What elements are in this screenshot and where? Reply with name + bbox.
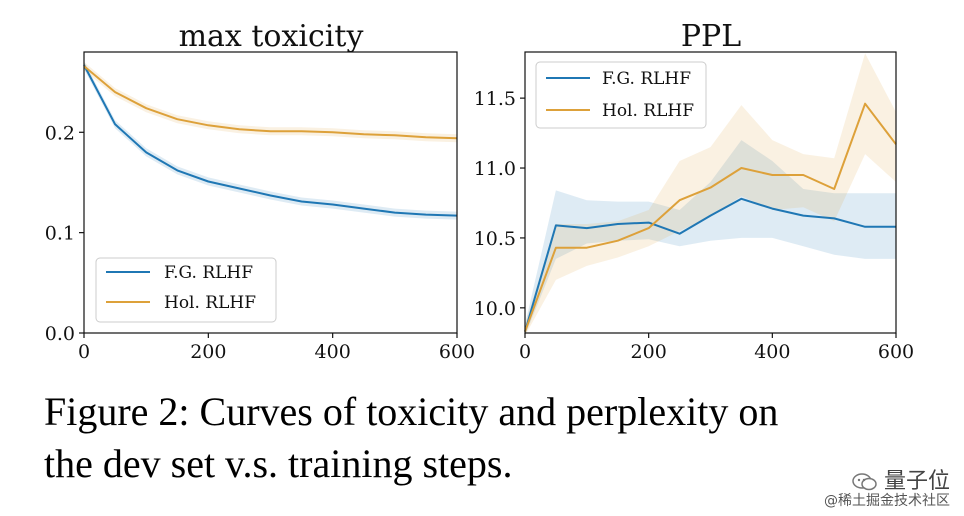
y-tick-label: 0.0: [45, 323, 75, 345]
chart-title: max toxicity: [179, 19, 364, 54]
legend-label-hol: Hol. RLHF: [164, 293, 256, 313]
series-line-0: [83, 64, 458, 217]
series-band-0: [525, 140, 896, 336]
series-lines: [83, 64, 458, 217]
plot-frame: [524, 51, 897, 334]
watermark-site: @稀土掘金技术社区: [824, 493, 950, 509]
legend-label-hol: Hol. RLHF: [602, 101, 694, 121]
y-tick-label: 0.2: [45, 122, 75, 144]
plot-frame: [83, 51, 458, 334]
wechat-icon: [852, 473, 877, 491]
legend: F.G. RLHF Hol. RLHF: [535, 61, 707, 129]
y-tick-label: 0.1: [45, 223, 75, 245]
watermark-brand: 量子位: [824, 469, 950, 494]
x-tick-label: 200: [631, 341, 667, 363]
legend-label-fg: F.G. RLHF: [164, 263, 253, 283]
x-tick-label: 0: [519, 341, 531, 363]
x-tick-label: 600: [439, 341, 475, 363]
chart-title: PPL: [681, 19, 741, 54]
x-tick-label: 0: [78, 341, 90, 363]
series-line-0: [524, 197, 896, 332]
series-band-1: [525, 53, 896, 336]
axis-ticks: 0 200 400 600 10.0 10.5 11.0 11.5: [474, 88, 914, 363]
legend: F.G. RLHF Hol. RLHF: [95, 257, 277, 323]
watermark: 量子位 @稀土掘金技术社区: [824, 469, 950, 510]
y-tick-label: 11.5: [474, 88, 516, 110]
figure: max toxicity 0 200 400 600 0.0 0.1 0.2 F.G. RL…: [45, 19, 914, 363]
caption-line-1: Figure 2: Curves of toxicity and perplex…: [44, 389, 779, 434]
legend-label-fg: F.G. RLHF: [602, 69, 691, 89]
max-toxicity-chart: max toxicity 0 200 400 600 0.0 0.1 0.2 F.G. RL…: [45, 19, 475, 363]
series-line-1: [524, 102, 897, 332]
x-tick-label: 400: [754, 341, 790, 363]
y-tick-label: 10.0: [474, 298, 516, 320]
x-tick-label: 400: [315, 341, 351, 363]
x-tick-label: 200: [190, 341, 226, 363]
confidence-bands: [525, 53, 896, 336]
y-tick-label: 10.5: [474, 228, 516, 250]
y-tick-label: 11.0: [474, 158, 516, 180]
axis-ticks: 0 200 400 600 0.0 0.1 0.2: [45, 122, 475, 363]
x-tick-label: 600: [878, 341, 914, 363]
series-line-1: [83, 65, 458, 140]
ppl-chart: PPL 0 200 400 600 10.0 10.5 11.0 11.5 F.G. RLHF…: [474, 19, 914, 363]
series-lines: [524, 102, 897, 332]
series-band-1: [84, 62, 457, 143]
watermark-brand-text: 量子位: [883, 469, 950, 494]
caption-line-2: the dev set v.s. training steps.: [44, 441, 513, 486]
legend-box: [95, 257, 277, 323]
figure-caption: Figure 2: Curves of toxicity and perplex…: [44, 386, 944, 490]
confidence-bands: [84, 61, 457, 220]
